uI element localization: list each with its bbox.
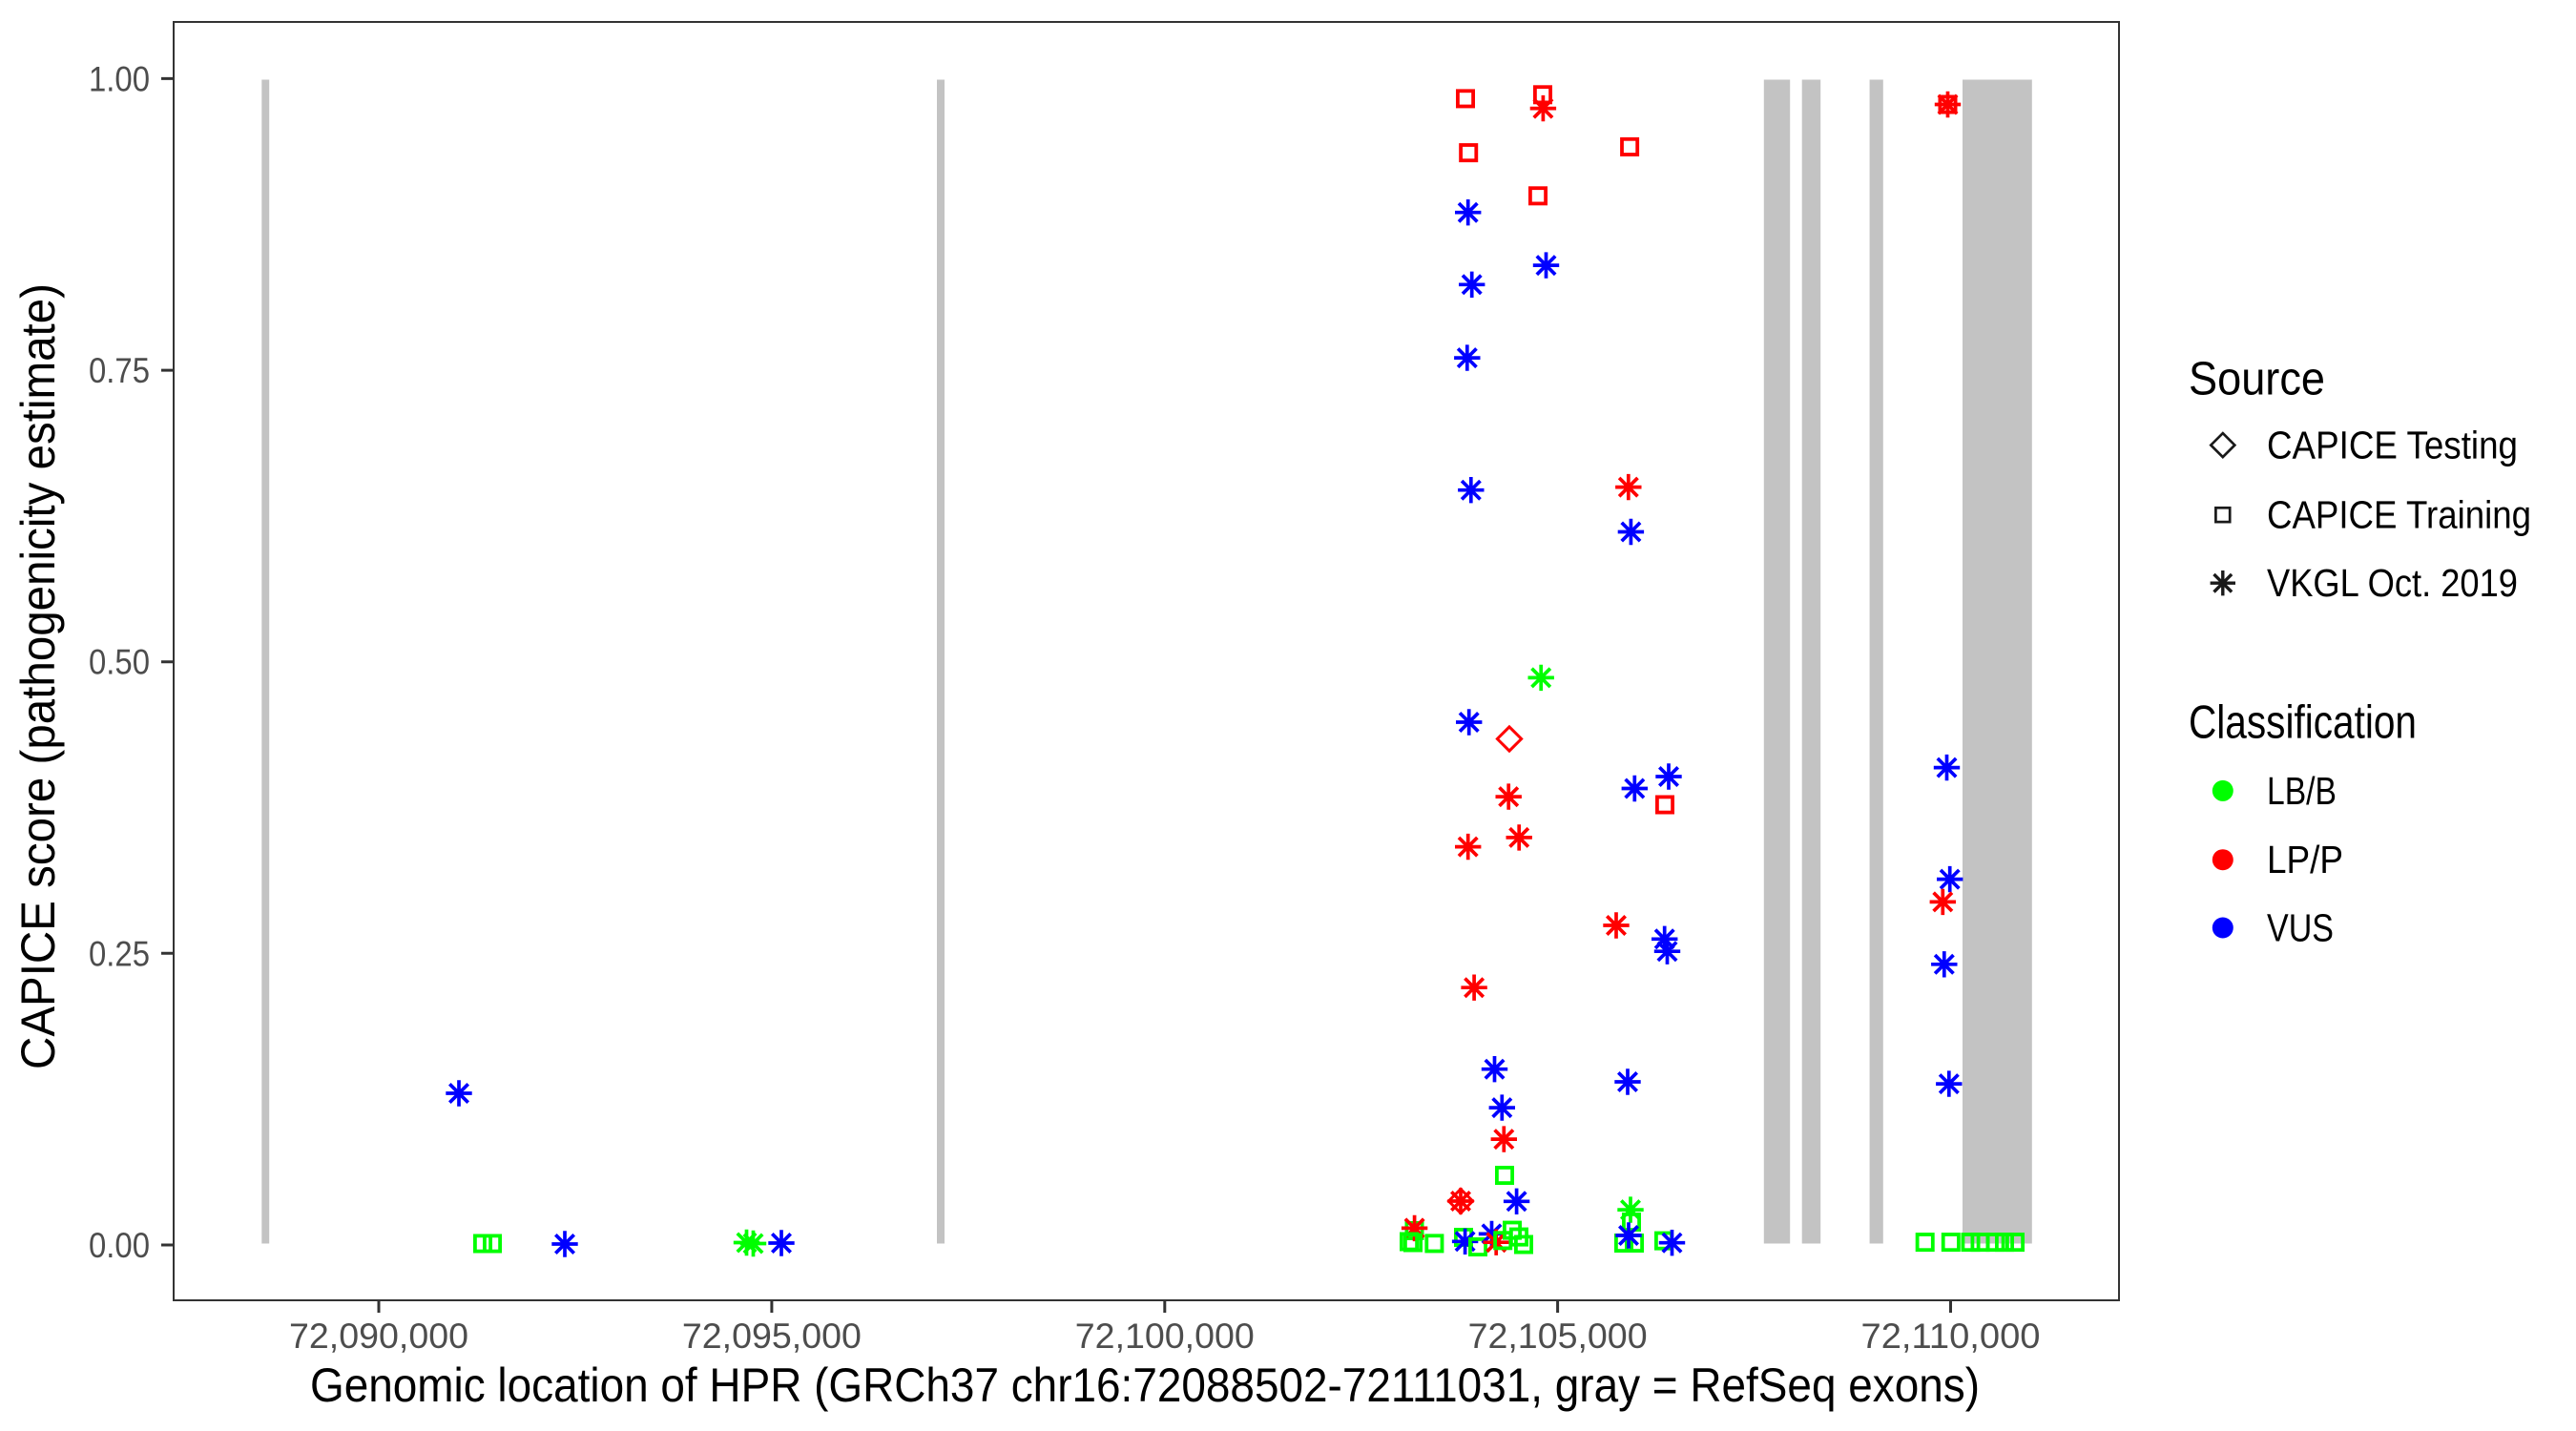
svg-text:VUS: VUS	[2267, 906, 2334, 950]
svg-text:LB/B: LB/B	[2267, 769, 2337, 813]
svg-text:Source: Source	[2189, 354, 2325, 405]
svg-text:CAPICE score (pathogenicity es: CAPICE score (pathogenicity estimate)	[11, 283, 65, 1069]
svg-text:72,090,000: 72,090,000	[289, 1317, 468, 1356]
svg-text:CAPICE Testing: CAPICE Testing	[2267, 423, 2518, 467]
svg-text:VKGL Oct. 2019: VKGL Oct. 2019	[2267, 561, 2518, 605]
svg-text:0.75: 0.75	[89, 351, 150, 390]
svg-text:Genomic location of HPR (GRCh3: Genomic location of HPR (GRCh37 chr16:72…	[310, 1358, 1980, 1412]
svg-text:0.25: 0.25	[89, 934, 150, 973]
svg-text:72,100,000: 72,100,000	[1075, 1317, 1255, 1356]
svg-text:1.00: 1.00	[89, 59, 150, 98]
svg-text:LP/P: LP/P	[2267, 838, 2343, 881]
svg-text:72,095,000: 72,095,000	[682, 1317, 862, 1356]
svg-text:72,110,000: 72,110,000	[1861, 1317, 2041, 1356]
svg-text:CAPICE Training: CAPICE Training	[2267, 492, 2531, 536]
svg-text:72,105,000: 72,105,000	[1468, 1317, 1648, 1356]
svg-text:Classification: Classification	[2189, 696, 2417, 748]
svg-text:0.00: 0.00	[89, 1226, 150, 1265]
svg-text:0.50: 0.50	[89, 643, 150, 682]
